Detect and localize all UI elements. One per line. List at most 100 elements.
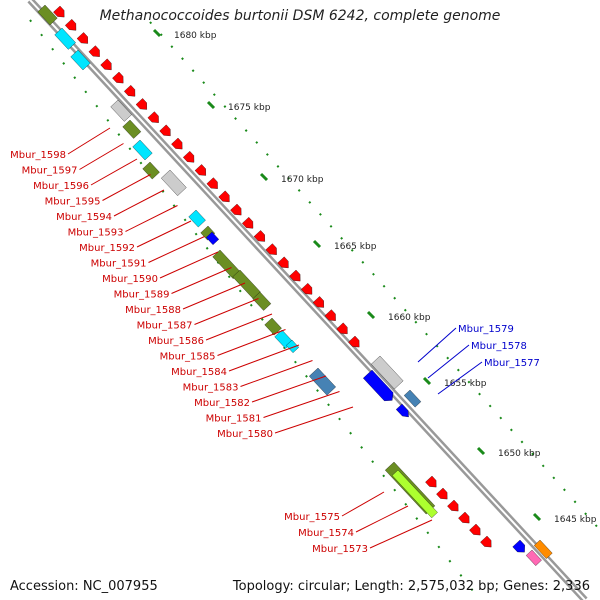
- cds-feature: [122, 119, 142, 139]
- cds-feature: [188, 209, 206, 228]
- label-connector: [437, 361, 483, 395]
- label-connector: [228, 344, 300, 372]
- gene-label[interactable]: Mbur_1594: [56, 212, 112, 223]
- label-connector: [194, 298, 259, 325]
- kbp-tick-label: 1675 kbp: [228, 103, 271, 113]
- gene-label[interactable]: Mbur_1585: [160, 352, 216, 363]
- cds-feature: [425, 475, 437, 488]
- gene-label[interactable]: Mbur_1581: [206, 414, 262, 425]
- cds-feature: [132, 139, 153, 161]
- gene-label[interactable]: Mbur_1590: [102, 274, 158, 285]
- cds-feature: [533, 539, 553, 559]
- cds-feature: [112, 71, 124, 84]
- cds-feature: [277, 256, 289, 269]
- gene-label[interactable]: Mbur_1591: [91, 259, 147, 270]
- cds-feature: [65, 18, 77, 31]
- kbp-tick-label: 1680 kbp: [174, 31, 217, 41]
- label-connector: [79, 143, 124, 170]
- label-connector: [125, 205, 178, 232]
- cds-feature: [285, 339, 300, 353]
- kbp-tick-label: 1645 kbp: [554, 515, 597, 525]
- gene-label[interactable]: Mbur_1574: [298, 528, 354, 539]
- cds-feature: [142, 161, 160, 180]
- label-connector: [427, 344, 470, 379]
- cds-feature: [312, 296, 324, 308]
- label-connector: [417, 327, 457, 363]
- cds-feature: [205, 231, 220, 245]
- kbp-tick-label: 1665 kbp: [334, 242, 377, 252]
- gene-labels: Mbur_1598 Mbur_1597 Mbur_1596 Mbur_1595 Mbur…: [10, 127, 540, 555]
- cds-feature: [264, 317, 282, 336]
- gene-label[interactable]: Mbur_1595: [45, 197, 101, 208]
- kbp-tick-mark: [532, 512, 542, 522]
- cds-feature: [194, 164, 206, 176]
- label-connector: [240, 360, 313, 387]
- gene-label[interactable]: Mbur_1583: [183, 383, 239, 394]
- gene-label[interactable]: Mbur_1573: [312, 544, 368, 555]
- gene-label[interactable]: Mbur_1584: [171, 367, 227, 378]
- cds-feature: [403, 389, 422, 408]
- gene-label[interactable]: Mbur_1592: [79, 243, 135, 254]
- gene-label[interactable]: Mbur_1597: [22, 166, 78, 177]
- cds-feature: [100, 58, 112, 71]
- cds-feature: [391, 469, 438, 519]
- kbp-tick-mark: [259, 172, 269, 182]
- kbp-tick-mark: [312, 239, 322, 249]
- cds-feature: [512, 539, 525, 553]
- label-connector: [341, 491, 385, 517]
- cds-feature: [110, 99, 132, 122]
- kbp-tick-mark: [366, 310, 376, 320]
- label-connector: [251, 375, 327, 403]
- label-connector: [263, 391, 340, 418]
- gene-label[interactable]: Mbur_1587: [137, 321, 193, 332]
- kbp-tick-label: 1655 kbp: [444, 379, 487, 389]
- cds-feature: [206, 177, 218, 189]
- gene-label[interactable]: Mbur_1577: [484, 358, 540, 369]
- cds-feature: [232, 269, 261, 299]
- cds-feature: [147, 111, 159, 123]
- cds-feature: [230, 203, 242, 216]
- label-connector: [148, 236, 205, 263]
- gene-label[interactable]: Mbur_1596: [33, 181, 89, 192]
- label-connector: [369, 519, 433, 549]
- cds-feature: [253, 230, 265, 242]
- kbp-tick-mark: [422, 376, 432, 386]
- cds-feature: [252, 291, 272, 311]
- cds-feature: [76, 32, 88, 44]
- label-connector: [182, 282, 246, 310]
- cds-feature: [289, 269, 301, 282]
- cds-feature: [447, 499, 459, 512]
- gene-label[interactable]: Mbur_1589: [114, 290, 170, 301]
- kbp-tick-label: 1650 kbp: [498, 449, 541, 459]
- cds-feature: [135, 98, 147, 110]
- label-connector: [102, 174, 151, 201]
- cds-feature: [336, 322, 348, 335]
- gene-label[interactable]: Mbur_1579: [458, 324, 514, 335]
- gene-label[interactable]: Mbur_1588: [125, 305, 181, 316]
- cds-feature: [458, 511, 470, 524]
- feature-track: [37, 4, 553, 566]
- cds-feature: [37, 4, 58, 26]
- cds-feature: [88, 45, 100, 57]
- cds-feature: [218, 190, 230, 203]
- gene-label[interactable]: Mbur_1575: [284, 512, 340, 523]
- gene-label[interactable]: Mbur_1593: [68, 228, 124, 239]
- cds-feature: [371, 355, 404, 390]
- cds-feature: [265, 243, 277, 255]
- gene-label[interactable]: Mbur_1578: [471, 341, 527, 352]
- kbp-tick-mark: [152, 28, 162, 38]
- label-connector: [113, 189, 165, 217]
- gene-label[interactable]: Mbur_1582: [194, 398, 250, 409]
- tick-track: [149, 21, 600, 531]
- gene-label[interactable]: Mbur_1598: [10, 150, 66, 161]
- label-connector: [136, 220, 192, 248]
- cds-feature: [171, 137, 183, 150]
- gene-label[interactable]: Mbur_1586: [148, 336, 204, 347]
- gene-label[interactable]: Mbur_1580: [217, 429, 273, 440]
- cds-feature: [183, 150, 195, 163]
- cds-feature: [53, 5, 65, 18]
- cds-feature: [324, 309, 336, 321]
- label-connector: [205, 313, 273, 341]
- cds-feature: [480, 535, 492, 548]
